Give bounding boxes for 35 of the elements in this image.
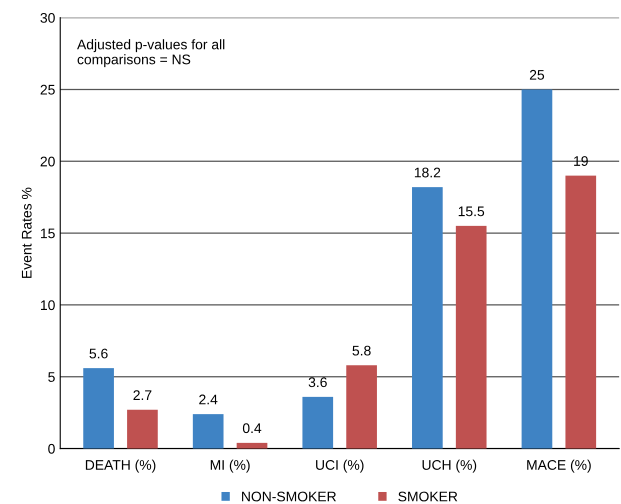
y-axis-title: Event Rates % xyxy=(22,188,32,278)
data-label: 0.4 xyxy=(242,423,262,434)
bar xyxy=(456,226,487,449)
data-label: 5.6 xyxy=(89,348,108,358)
annotation: Adjusted p-values for all comparisons = NS xyxy=(77,39,224,68)
data-label: 25 xyxy=(530,70,544,80)
data-label: 2.4 xyxy=(199,394,218,404)
y-tick-label: 5 xyxy=(48,372,55,382)
legend-label: SMOKER xyxy=(398,492,458,502)
bar xyxy=(412,187,443,449)
x-tick-label: UCI (%) xyxy=(316,460,364,473)
x-tick-label: DEATH (%) xyxy=(86,460,156,473)
y-tick-label: 20 xyxy=(40,156,55,166)
y-tick-label: 10 xyxy=(40,300,55,310)
data-label: 2.7 xyxy=(133,390,152,400)
data-label: 3.6 xyxy=(308,377,327,388)
bar xyxy=(83,368,114,449)
x-tick-label: UCH (%) xyxy=(422,460,476,473)
bar xyxy=(522,89,552,449)
x-tick-label: MI (%) xyxy=(210,460,250,473)
bar xyxy=(192,414,224,449)
x-tick-label: MACE (%) xyxy=(527,460,591,473)
y-tick-label: 15 xyxy=(40,228,55,238)
legend-label: NON-SMOKER xyxy=(242,492,336,502)
bar xyxy=(565,176,596,449)
y-tick-label: 25 xyxy=(40,84,55,95)
bar xyxy=(236,442,268,449)
data-label: 18.2 xyxy=(414,168,440,178)
data-label: 15.5 xyxy=(458,206,484,216)
bar xyxy=(127,410,158,449)
y-tick-label: 0 xyxy=(48,444,55,454)
bar xyxy=(302,396,334,449)
bar xyxy=(346,365,377,449)
y-tick-label: 30 xyxy=(40,12,55,23)
data-label: 5.8 xyxy=(352,346,371,356)
